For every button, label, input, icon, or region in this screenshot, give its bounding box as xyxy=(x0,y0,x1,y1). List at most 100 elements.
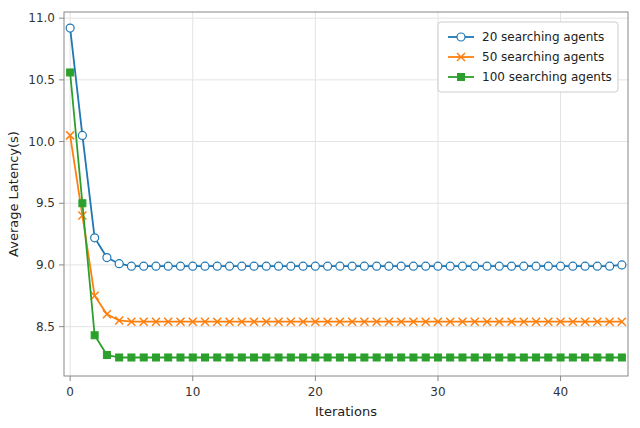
legend-label: 20 searching agents xyxy=(482,30,604,44)
tick-y xyxy=(59,79,64,80)
point xyxy=(152,262,160,270)
point xyxy=(189,354,196,361)
point xyxy=(349,354,356,361)
point xyxy=(103,254,111,262)
point xyxy=(299,262,307,270)
tick-x xyxy=(192,376,193,381)
point xyxy=(385,318,393,326)
tick-label-x: 40 xyxy=(553,385,568,399)
point xyxy=(103,310,111,318)
point xyxy=(398,354,405,361)
point xyxy=(164,262,172,270)
point xyxy=(189,262,197,270)
point xyxy=(581,262,589,270)
chart: 0102030408.59.09.510.010.511.0Iterations… xyxy=(0,0,640,428)
grid xyxy=(64,12,628,376)
point xyxy=(422,318,430,326)
point xyxy=(508,354,515,361)
grid-line-x xyxy=(70,12,71,376)
tick-y xyxy=(59,141,64,142)
point xyxy=(348,262,356,270)
point xyxy=(140,262,148,270)
point xyxy=(201,318,209,326)
tick-y xyxy=(59,203,64,204)
point xyxy=(483,262,491,270)
point xyxy=(324,318,332,326)
point xyxy=(348,318,356,326)
point xyxy=(140,318,148,326)
point xyxy=(189,318,197,326)
point xyxy=(127,318,135,326)
point xyxy=(360,318,368,326)
point xyxy=(312,354,319,361)
tick-label-x: 20 xyxy=(308,385,323,399)
point xyxy=(581,318,589,326)
point xyxy=(422,262,430,270)
legend-label: 50 searching agents xyxy=(482,50,604,64)
point xyxy=(373,318,381,326)
point xyxy=(311,262,319,270)
point xyxy=(385,354,392,361)
point xyxy=(495,262,503,270)
point xyxy=(618,318,626,326)
point xyxy=(484,354,491,361)
legend-marker xyxy=(458,74,465,81)
point xyxy=(336,262,344,270)
tick-label-y: 10.5 xyxy=(28,73,55,87)
point xyxy=(508,318,516,326)
legend: 20 searching agents50 searching agents10… xyxy=(438,22,618,92)
point xyxy=(91,332,98,339)
point xyxy=(544,262,552,270)
point xyxy=(532,262,540,270)
point xyxy=(508,262,516,270)
point xyxy=(483,318,491,326)
series-line xyxy=(70,28,622,266)
point xyxy=(569,318,577,326)
point xyxy=(177,354,184,361)
point xyxy=(202,354,209,361)
point xyxy=(165,354,172,361)
point xyxy=(545,354,552,361)
point xyxy=(91,234,99,242)
point xyxy=(201,262,209,270)
point xyxy=(262,262,270,270)
point xyxy=(238,354,245,361)
point xyxy=(213,262,221,270)
point xyxy=(459,354,466,361)
point xyxy=(287,354,294,361)
point xyxy=(458,318,466,326)
point xyxy=(373,354,380,361)
grid-line-y xyxy=(64,326,628,327)
point xyxy=(520,318,528,326)
tick-label-y: 11.0 xyxy=(28,11,55,25)
point xyxy=(471,262,479,270)
point xyxy=(115,260,123,268)
point xyxy=(262,318,270,326)
point xyxy=(300,354,307,361)
point xyxy=(520,262,528,270)
point xyxy=(250,318,258,326)
grid-line-y xyxy=(64,18,628,19)
point xyxy=(557,262,565,270)
series-line xyxy=(70,135,622,321)
point xyxy=(373,262,381,270)
point xyxy=(67,69,74,76)
point xyxy=(495,318,503,326)
point xyxy=(140,354,147,361)
point xyxy=(618,261,626,269)
series-line xyxy=(70,72,622,357)
point xyxy=(434,318,442,326)
point xyxy=(361,354,368,361)
point xyxy=(446,262,454,270)
tick-label-x: 10 xyxy=(185,385,200,399)
point xyxy=(238,318,246,326)
point xyxy=(66,131,74,139)
series xyxy=(66,24,626,270)
point xyxy=(214,354,221,361)
grid-line-y xyxy=(64,141,628,142)
series xyxy=(67,69,626,361)
point xyxy=(164,318,172,326)
tick-label-x: 0 xyxy=(66,385,74,399)
point xyxy=(594,354,601,361)
point xyxy=(557,318,565,326)
